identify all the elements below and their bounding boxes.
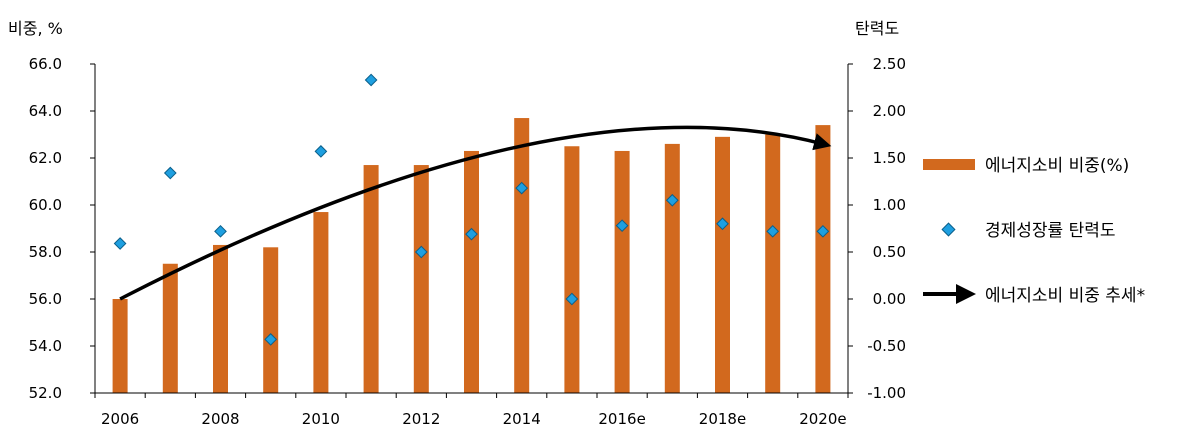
legend-bar-label: 에너지소비 비중(%) [985, 156, 1129, 176]
x-tick-label: 2008 [201, 410, 239, 428]
legend-bar-swatch [923, 159, 975, 170]
left-tick-label: 52.0 [29, 384, 62, 402]
left-tick-label: 62.0 [29, 149, 62, 167]
right-tick-label: 0.00 [873, 290, 906, 308]
left-tick-label: 60.0 [29, 196, 62, 214]
bar [363, 165, 379, 393]
bar [614, 150, 630, 393]
legend-scatter-label: 경제성장률 탄력도 [985, 221, 1116, 241]
bar [464, 150, 479, 393]
left-axis-ticks: 52.0 54.0 56.0 58.0 60.0 62.0 64.0 66.0 [29, 55, 95, 402]
scatter-point [364, 73, 378, 87]
left-tick-label: 58.0 [29, 243, 62, 261]
scatter-point [414, 245, 428, 259]
legend-scatter-swatch [941, 222, 956, 237]
scatter-point [515, 181, 529, 195]
bar [664, 143, 680, 393]
scatter-point [314, 145, 328, 158]
bar [564, 146, 580, 393]
scatter-point [615, 219, 629, 233]
bar [313, 212, 329, 393]
bar [815, 125, 831, 393]
legend-trend-label: 에너지소비 비중 추세* [985, 286, 1145, 306]
right-tick-label: 2.00 [873, 102, 906, 120]
right-tick-label: 2.50 [873, 55, 906, 73]
left-tick-label: 64.0 [29, 102, 62, 120]
bar [213, 244, 228, 393]
x-tick-label: 2010 [302, 410, 340, 428]
bar [112, 299, 128, 393]
x-tick-label: 2020e [799, 410, 846, 428]
axes [94, 64, 849, 394]
right-tick-label: -0.50 [867, 337, 906, 355]
scatter-point [214, 224, 227, 238]
scatter-point [665, 193, 679, 207]
left-tick-label: 56.0 [29, 290, 62, 308]
bar [715, 136, 730, 393]
left-tick-label: 66.0 [29, 55, 62, 73]
right-axis-ticks: -1.00 -0.50 0.00 0.50 1.00 1.50 2.00 2.50 [848, 55, 906, 402]
scatter-point [113, 237, 127, 250]
bar [263, 247, 279, 393]
legend: 에너지소비 비중(%) 경제성장률 탄력도 에너지소비 비중 추세* [923, 156, 1145, 306]
bar [162, 263, 178, 393]
scatter-point [465, 227, 478, 241]
x-axis-ticks: 2006 2008 2010 2012 2014 2016e 2018e 2020e [94, 393, 849, 428]
scatter-series [113, 73, 830, 346]
bar [413, 165, 429, 393]
scatter-point [163, 166, 177, 180]
scatter-point [565, 292, 579, 306]
bar [514, 118, 530, 394]
left-tick-label: 54.0 [29, 337, 62, 355]
x-tick-label: 2014 [503, 410, 541, 428]
x-tick-label: 2016e [598, 410, 645, 428]
scatter-point [816, 224, 830, 238]
left-axis-title: 비중, % [8, 19, 63, 38]
x-tick-label: 2006 [101, 410, 139, 428]
right-tick-label: 1.50 [873, 149, 906, 167]
right-axis-title: 탄력도 [855, 19, 899, 38]
trend-arrow [119, 125, 832, 301]
right-tick-label: 1.00 [873, 196, 906, 214]
scatter-point [264, 333, 278, 346]
scatter-point [766, 224, 780, 238]
bar [765, 134, 781, 393]
right-tick-label: 0.50 [873, 243, 906, 261]
right-tick-label: -1.00 [867, 384, 906, 402]
x-tick-label: 2012 [402, 410, 440, 428]
trend-series [119, 125, 832, 301]
x-tick-label: 2018e [699, 410, 746, 428]
scatter-point [716, 217, 729, 231]
